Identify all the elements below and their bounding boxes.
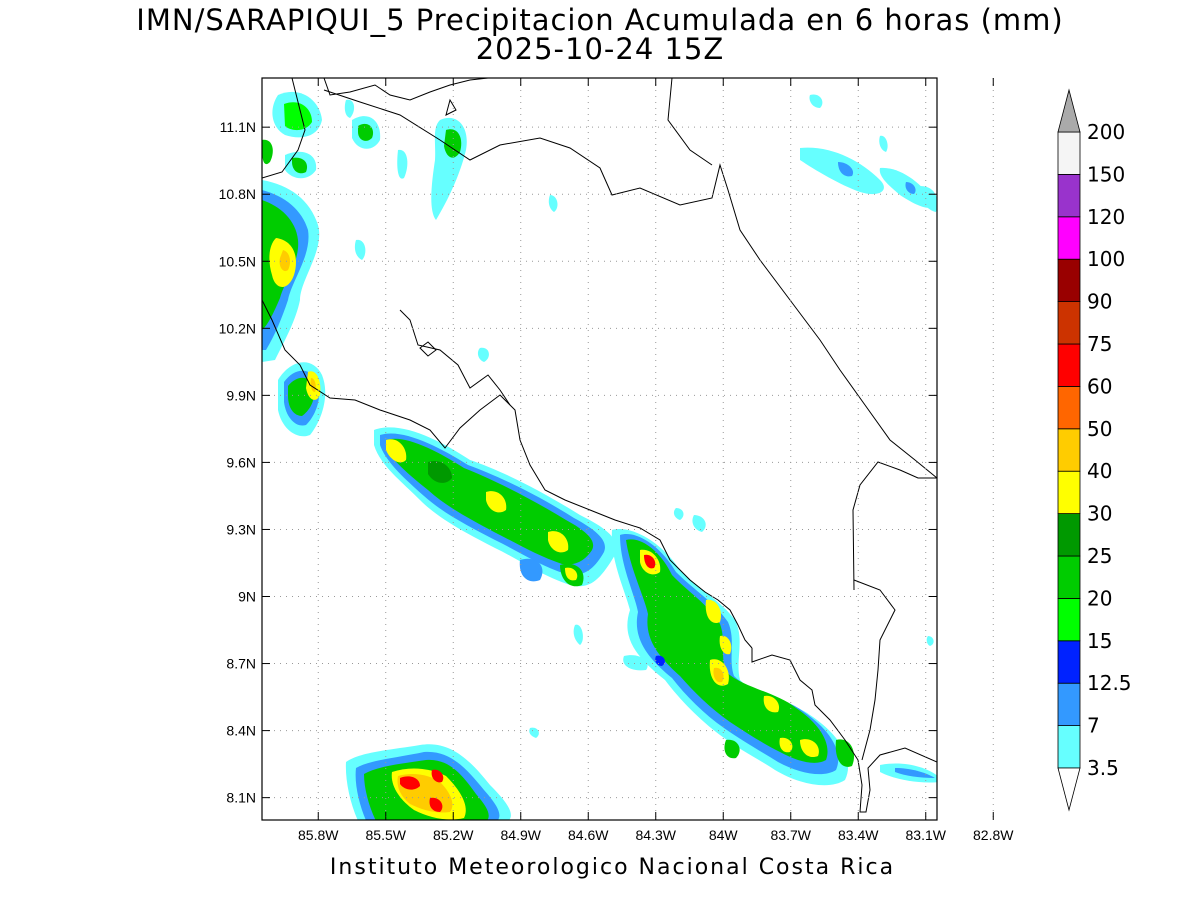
- map-title: IMN/SARAPIQUI_5 Precipitacion Acumulada …: [136, 3, 1064, 37]
- lon-tick-label: 84.6W: [568, 827, 609, 843]
- lat-tick-label: 10.2N: [219, 320, 256, 336]
- coastlines: [262, 78, 937, 813]
- lon-tick-label: 85.8W: [298, 827, 339, 843]
- colorbar-level-label: 150: [1087, 162, 1125, 186]
- colorbar-swatch: [1057, 301, 1081, 345]
- nicoya-gulf: [399, 309, 511, 406]
- precip-blob: [262, 91, 322, 179]
- lat-tick-label: 10.5N: [219, 253, 256, 269]
- lat-tick-label: 8.1N: [226, 790, 256, 806]
- precipitation-field: [262, 91, 937, 820]
- lat-tick-label: 8.4N: [226, 723, 256, 739]
- map-grid: [262, 78, 994, 820]
- colorbar-swatch: [1057, 470, 1081, 515]
- precip-blob: [262, 180, 320, 362]
- longitude-axis: 85.8W 85.5W 85.2W 84.9W 84.6W 84.3W 84W 83.7W 83…: [298, 78, 1014, 843]
- osa-peninsula: [751, 648, 937, 813]
- colorbar-level-label: 30: [1087, 502, 1112, 526]
- colorbar-swatch: [1057, 725, 1081, 769]
- precip-blob: [278, 347, 489, 437]
- lat-tick-label: 9N: [238, 589, 256, 605]
- lat-tick-label: 9.9N: [226, 387, 256, 403]
- lon-tick-label: 83.1W: [906, 827, 947, 843]
- colorbar-level-label: 25: [1087, 544, 1112, 568]
- latitude-axis: 11.1N 10.8N 10.5N 10.2N 9.9N 9.6N 9.3N 9N 8.7N 8.…: [219, 119, 937, 806]
- colorbar-level-label: 200: [1087, 120, 1125, 144]
- colorbar-swatch: [1057, 598, 1081, 642]
- colorbar-level-label: 120: [1087, 205, 1125, 229]
- colorbar-swatch: [1057, 640, 1081, 684]
- colorbar-legend: 3.5 7 12.5 15 20 25 30 40 50 60 75 90 100 120 150 200: [1057, 88, 1132, 812]
- colorbar-level-label: 15: [1087, 629, 1112, 653]
- lon-tick-label: 84W: [709, 827, 739, 843]
- colorbar-swatch: [1057, 343, 1081, 387]
- colorbar-swatch: [1057, 258, 1081, 303]
- precip-blob: [354, 94, 937, 783]
- lat-tick-label: 11.1N: [220, 119, 256, 135]
- colorbar-swatch: [1057, 682, 1081, 727]
- nicaragua-north-coast: [323, 78, 489, 101]
- map-subtitle-date: 2025-10-24 15Z: [475, 32, 725, 66]
- colorbar-swatch: [1057, 555, 1081, 599]
- caribbean-north: [667, 78, 713, 166]
- panama-border: [852, 461, 937, 591]
- footer-credit: Instituto Meteorologico Nacional Costa R…: [329, 855, 896, 880]
- colorbar-level-label: 90: [1087, 290, 1112, 314]
- colorbar-level-label: 20: [1087, 586, 1112, 610]
- colorbar-level-label: 60: [1087, 374, 1112, 398]
- map-frame: [261, 77, 938, 821]
- colorbar-swatch: [1057, 131, 1081, 175]
- colorbar-swatch: [1057, 216, 1081, 260]
- nicaragua-lake-shore: [262, 78, 306, 179]
- colorbar-level-label: 50: [1087, 417, 1112, 441]
- colorbar-level-label: 40: [1087, 459, 1112, 483]
- precip-band: [374, 427, 617, 587]
- lat-tick-label: 8.7N: [226, 656, 256, 672]
- colorbar-level-label: 3.5: [1087, 756, 1119, 780]
- colorbar-max-arrow: [1057, 88, 1081, 133]
- colorbar-swatch: [1057, 428, 1081, 472]
- colorbar-swatch: [1057, 173, 1081, 218]
- colorbar-level-label: 7: [1087, 714, 1100, 738]
- lon-tick-label: 84.3W: [636, 827, 677, 843]
- precip-band: [611, 529, 855, 786]
- lon-tick-label: 83.4W: [838, 827, 879, 843]
- nicoya-island: [419, 341, 437, 357]
- lat-tick-label: 10.8N: [219, 186, 256, 202]
- precip-blob: [344, 99, 467, 220]
- colorbar-min-arrow: [1057, 767, 1081, 812]
- colorbar-level-label: 12.5: [1087, 671, 1132, 695]
- lon-tick-label: 82.8W: [973, 827, 1014, 843]
- precip-blob: [345, 744, 511, 820]
- colorbar-level-label: 100: [1087, 247, 1125, 271]
- panama-coast: [853, 579, 896, 761]
- lon-tick-label: 83.7W: [771, 827, 812, 843]
- colorbar-level-label: 75: [1087, 332, 1112, 356]
- lon-tick-label: 84.9W: [501, 827, 542, 843]
- lat-tick-label: 9.6N: [226, 454, 256, 470]
- caribbean-coast: [323, 89, 937, 479]
- colorbar-swatch: [1057, 513, 1081, 557]
- pacific-north-coast: [262, 299, 753, 649]
- lat-tick-label: 9.3N: [226, 521, 256, 537]
- colorbar-swatch: [1057, 385, 1081, 430]
- lon-tick-label: 85.2W: [433, 827, 474, 843]
- lake-island: [445, 98, 457, 116]
- lon-tick-label: 85.5W: [366, 827, 407, 843]
